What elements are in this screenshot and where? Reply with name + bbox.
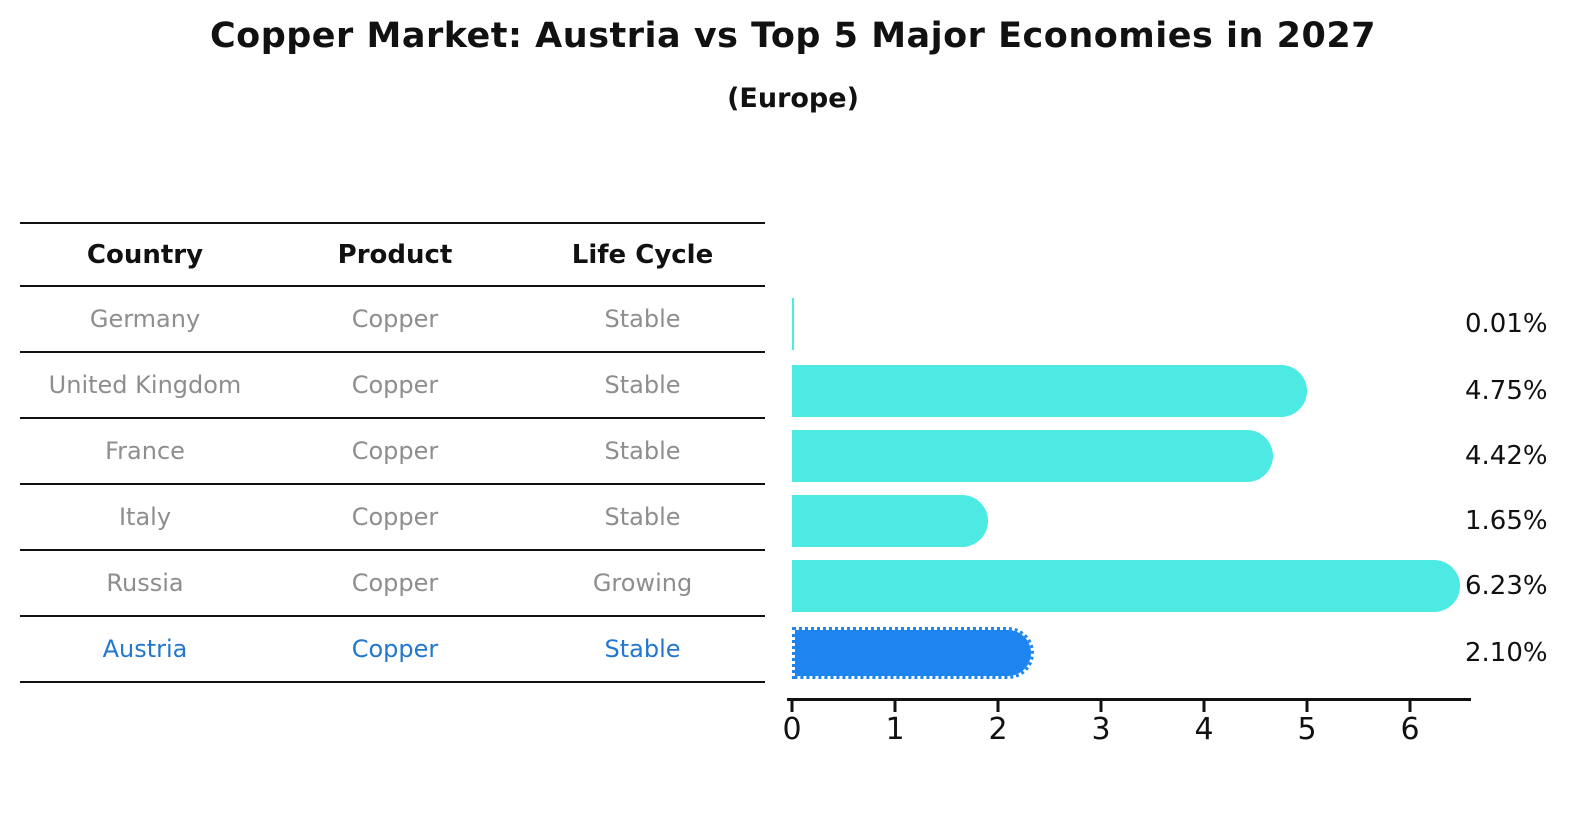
table-row: France Copper Stable: [20, 419, 765, 485]
value-label: 4.75%: [1465, 376, 1548, 406]
value-label: 2.10%: [1465, 638, 1548, 668]
x-axis-tick: [1408, 701, 1412, 712]
table-cell-life-cycle: Stable: [604, 503, 681, 531]
x-axis-tick-label: 3: [1091, 712, 1111, 747]
x-axis-tick: [996, 701, 1000, 712]
table-cell-country: Russia: [106, 569, 184, 597]
x-axis-tick-label: 1: [885, 712, 905, 747]
country-table: Country Product Life Cycle Germany Copper…: [20, 222, 765, 683]
bar-russia: [792, 560, 1460, 612]
table-cell-product: Copper: [351, 503, 439, 531]
table-cell-product: Copper: [351, 437, 439, 465]
x-axis-tick-label: 6: [1400, 712, 1420, 747]
value-label: 1.65%: [1465, 506, 1548, 536]
table-cell-product: Copper: [351, 305, 439, 333]
x-axis-tick-label: 2: [988, 712, 1008, 747]
value-label: 6.23%: [1465, 571, 1548, 601]
table-cell-life-cycle: Growing: [592, 569, 693, 597]
value-label: 4.42%: [1465, 441, 1548, 471]
x-axis-tick: [1305, 701, 1309, 712]
page-subtitle: (Europe): [727, 83, 859, 114]
table-row: United Kingdom Copper Stable: [20, 353, 765, 419]
table-row: Austria Copper Stable: [20, 617, 765, 683]
x-axis-tick: [1099, 701, 1103, 712]
bar-united-kingdom: [792, 365, 1307, 417]
table-cell-product: Copper: [351, 635, 439, 663]
x-axis: [787, 698, 1471, 701]
table-header-row: Country Product Life Cycle: [20, 224, 765, 287]
x-axis-tick: [893, 701, 897, 712]
table-cell-life-cycle: Stable: [604, 371, 681, 399]
bar-germany: [792, 298, 794, 350]
table-cell-life-cycle: Stable: [604, 305, 681, 333]
table-cell-country: United Kingdom: [48, 371, 242, 399]
x-axis-tick-label: 0: [782, 712, 802, 747]
table-cell-product: Copper: [351, 569, 439, 597]
x-axis-tick-label: 4: [1194, 712, 1214, 747]
table-cell-country: Italy: [118, 503, 172, 531]
table-row: Italy Copper Stable: [20, 485, 765, 551]
page-title: Copper Market: Austria vs Top 5 Major Ec…: [209, 16, 1377, 56]
table-cell-country: France: [105, 437, 185, 465]
x-axis-tick: [1202, 701, 1206, 712]
bar-italy: [792, 495, 988, 547]
table-cell-product: Copper: [351, 371, 439, 399]
bar-france: [792, 430, 1273, 482]
column-header-life-cycle: Life Cycle: [571, 239, 714, 270]
x-axis-tick-label: 5: [1297, 712, 1317, 747]
x-axis-tick: [790, 701, 794, 712]
table-cell-life-cycle: Stable: [604, 437, 681, 465]
column-header-country: Country: [86, 239, 204, 270]
table-row: Russia Copper Growing: [20, 551, 765, 617]
table-cell-country: Austria: [102, 635, 188, 663]
table-cell-country: Germany: [89, 305, 201, 333]
table-row: Germany Copper Stable: [20, 287, 765, 353]
value-label: 0.01%: [1465, 309, 1548, 339]
bar-highlight-austria: [792, 627, 1034, 679]
column-header-product: Product: [337, 239, 453, 270]
table-cell-life-cycle: Stable: [604, 635, 681, 663]
